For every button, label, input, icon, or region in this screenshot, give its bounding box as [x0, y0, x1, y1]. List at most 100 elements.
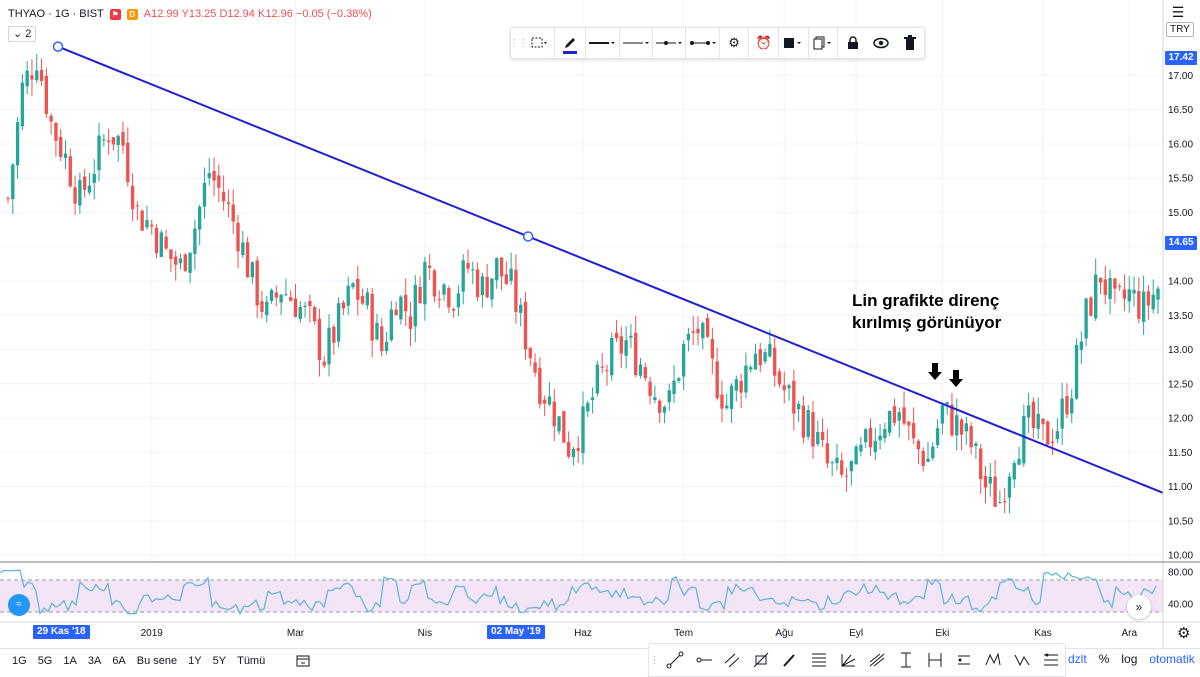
candle	[236, 214, 240, 269]
symbol-label[interactable]: THYAO · 1G · BIST	[8, 8, 104, 20]
period-5g[interactable]: 5G	[37, 655, 53, 667]
candle	[250, 261, 255, 284]
trend-line-icon[interactable]	[660, 645, 689, 675]
horizontal-ray-icon[interactable]	[689, 645, 718, 675]
gann-fan-icon[interactable]	[834, 645, 863, 675]
candle	[380, 318, 384, 357]
candle	[806, 405, 810, 440]
date-range-icon[interactable]	[920, 645, 949, 675]
candle	[662, 405, 667, 424]
candle	[145, 205, 149, 230]
fib-retracement-icon[interactable]	[805, 645, 834, 675]
log-toggle[interactable]: log	[1121, 652, 1138, 666]
adjust-toggle[interactable]: dzlt	[1068, 652, 1087, 666]
candle	[130, 173, 135, 222]
candle	[998, 490, 1002, 504]
tradingview-logo-icon[interactable]: ≈	[8, 594, 30, 616]
candle	[576, 436, 580, 464]
drag-handle-icon[interactable]: ⋮⋮	[509, 37, 528, 49]
candle	[547, 382, 552, 407]
chart-canvas[interactable]: 80.00 40.00 10.00 10.50 11.00 11.50 12.00 12.5…	[0, 0, 1200, 648]
candle	[1094, 258, 1098, 321]
candle	[519, 298, 523, 327]
fill-icon[interactable]	[779, 28, 809, 58]
candle	[1002, 487, 1007, 514]
candle	[197, 204, 202, 245]
xabcd-pattern-icon[interactable]	[978, 645, 1007, 675]
candle	[370, 288, 374, 358]
period-5y[interactable]: 5Y	[212, 655, 227, 667]
price-range-icon[interactable]	[949, 645, 978, 675]
period-3a[interactable]: 3A	[87, 655, 102, 667]
elliott-wave-icon[interactable]	[1007, 645, 1036, 675]
candle	[432, 268, 437, 303]
candle	[830, 460, 834, 477]
scroll-right-icon[interactable]: »	[1127, 595, 1151, 619]
currency-badge[interactable]: TRY	[1166, 22, 1194, 37]
period-1y[interactable]: 1Y	[188, 655, 202, 667]
candle	[667, 383, 671, 411]
candle	[1108, 269, 1112, 315]
period-1a[interactable]: 1A	[63, 655, 77, 667]
path-icon[interactable]	[1036, 645, 1065, 675]
long-position-icon[interactable]	[892, 645, 921, 675]
line-style-solid-icon[interactable]	[586, 28, 620, 58]
select-area-icon[interactable]	[525, 28, 555, 58]
indicator-count: 2	[25, 28, 32, 40]
percent-toggle[interactable]: %	[1098, 652, 1110, 666]
arrow-down-icon	[949, 370, 963, 387]
candle	[231, 189, 235, 234]
candle	[753, 343, 758, 370]
candle	[911, 407, 916, 445]
candle	[624, 326, 628, 369]
menu-icon[interactable]: ☰	[1171, 4, 1185, 20]
brush-icon[interactable]	[776, 645, 805, 675]
line-dashed-icon[interactable]	[653, 28, 687, 58]
candle	[461, 254, 465, 305]
x-tick-label: Eki	[935, 628, 949, 639]
x-tick-label: Mar	[287, 628, 305, 639]
candle	[840, 452, 844, 478]
period-ytd[interactable]: Bu sene	[136, 655, 178, 667]
line-dotted-icon[interactable]	[686, 28, 720, 58]
flag-icon[interactable]: ⚑	[109, 8, 121, 20]
candle	[490, 278, 494, 308]
alarm-icon[interactable]: ⏰	[749, 28, 780, 58]
clone-icon[interactable]	[809, 28, 839, 58]
candle	[816, 420, 820, 447]
y-tick-label: 15.00	[1168, 208, 1193, 219]
chart-annotation[interactable]: Lin grafikte direnç kırılmış görünüyor	[852, 290, 1001, 334]
period-all[interactable]: Tümü	[237, 655, 266, 667]
candle	[423, 256, 427, 321]
trash-icon[interactable]	[895, 28, 924, 58]
pencil-icon[interactable]	[555, 28, 587, 58]
line-thin-icon[interactable]	[620, 28, 653, 58]
candle	[562, 410, 566, 443]
candle	[1007, 472, 1012, 514]
candle	[916, 439, 921, 465]
rsi-line	[0, 569, 1157, 616]
parallel-channel-icon[interactable]	[718, 645, 747, 675]
gear-icon[interactable]: ⚙	[720, 28, 750, 58]
candle	[844, 467, 849, 492]
period-6a[interactable]: 6A	[112, 655, 126, 667]
calendar-range-icon[interactable]	[296, 655, 310, 670]
drag-handle-icon[interactable]: ⋮	[649, 654, 660, 666]
trend-line-handle	[522, 231, 534, 242]
candle	[6, 196, 10, 204]
rectangle-icon[interactable]	[747, 645, 776, 675]
candle	[720, 380, 724, 423]
candle	[1017, 446, 1021, 466]
candle	[1041, 418, 1045, 441]
lock-icon[interactable]	[838, 28, 867, 58]
period-1g[interactable]: 1G	[12, 655, 27, 667]
candle	[868, 418, 873, 456]
candle	[404, 278, 408, 327]
candle	[605, 364, 609, 386]
indicator-toggle[interactable]: ⌄ 2	[8, 26, 37, 42]
pitchfork-icon[interactable]	[863, 645, 892, 675]
candle	[538, 357, 542, 409]
eye-icon[interactable]	[867, 28, 896, 58]
settings-icon[interactable]: ⚙	[1177, 625, 1191, 642]
auto-toggle[interactable]: otomatik	[1149, 652, 1195, 666]
